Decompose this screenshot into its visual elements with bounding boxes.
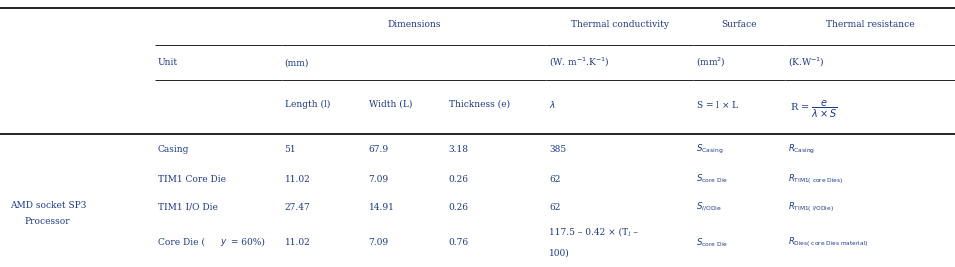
Text: Thermal conductivity: Thermal conductivity: [571, 19, 668, 29]
Text: 117.5 – 0.42 × (Tⱼ –: 117.5 – 0.42 × (Tⱼ –: [549, 228, 638, 237]
Text: 3.18: 3.18: [449, 145, 469, 154]
Text: Processor: Processor: [25, 217, 71, 226]
Text: Width (L): Width (L): [369, 100, 412, 109]
Text: 51: 51: [285, 145, 296, 154]
Text: = 60%): = 60%): [228, 238, 265, 247]
Text: (mm): (mm): [285, 58, 309, 67]
Text: 11.02: 11.02: [285, 175, 310, 183]
Text: Thermal resistance: Thermal resistance: [826, 19, 914, 29]
Text: (W. m$^{-1}$.K$^{-1}$): (W. m$^{-1}$.K$^{-1}$): [549, 56, 610, 69]
Text: 0.26: 0.26: [449, 203, 469, 211]
Text: S = l $\times$ L: S = l $\times$ L: [696, 99, 739, 110]
Text: 7.09: 7.09: [369, 175, 389, 183]
Text: Core Die (: Core Die (: [158, 238, 204, 247]
Text: $S_{\mathrm{core\ Die}}$: $S_{\mathrm{core\ Die}}$: [696, 173, 729, 185]
Text: (mm$^{2}$): (mm$^{2}$): [696, 56, 726, 69]
Text: Unit: Unit: [158, 58, 178, 67]
Text: 100): 100): [549, 248, 570, 257]
Text: $S_{\mathrm{Casing}}$: $S_{\mathrm{Casing}}$: [696, 143, 724, 156]
Text: (K.W$^{-1}$): (K.W$^{-1}$): [788, 56, 825, 69]
Text: $y$: $y$: [220, 237, 227, 248]
Text: 27.47: 27.47: [285, 203, 310, 211]
Text: Thickness (e): Thickness (e): [449, 100, 510, 109]
Text: 11.02: 11.02: [285, 238, 310, 247]
Text: TIM1 I/O Die: TIM1 I/O Die: [158, 203, 218, 211]
Text: Length (l): Length (l): [285, 100, 330, 109]
Text: $R_{\mathrm{TIM1(\ core\ Dies)}}$: $R_{\mathrm{TIM1(\ core\ Dies)}}$: [788, 172, 843, 186]
Text: 0.76: 0.76: [449, 238, 469, 247]
Text: 67.9: 67.9: [369, 145, 389, 154]
Text: 7.09: 7.09: [369, 238, 389, 247]
Text: R = $\dfrac{e}{\lambda \times S}$: R = $\dfrac{e}{\lambda \times S}$: [790, 99, 838, 120]
Text: $R_{\mathrm{Dies(\ core\ Dies\ material)}}$: $R_{\mathrm{Dies(\ core\ Dies\ material)…: [788, 235, 868, 249]
Text: Dimensions: Dimensions: [387, 19, 441, 29]
Text: $S_{\mathrm{core\ Die}}$: $S_{\mathrm{core\ Die}}$: [696, 236, 729, 249]
Text: TIM1 Core Die: TIM1 Core Die: [158, 175, 225, 183]
Text: $S_{I/\mathrm{ODie}}$: $S_{I/\mathrm{ODie}}$: [696, 201, 722, 213]
Text: $\lambda$: $\lambda$: [549, 99, 556, 110]
Text: $R_{\mathrm{Casing}}$: $R_{\mathrm{Casing}}$: [788, 143, 815, 156]
Text: Surface: Surface: [721, 19, 757, 29]
Text: 62: 62: [549, 175, 561, 183]
Text: 14.91: 14.91: [369, 203, 394, 211]
Text: 385: 385: [549, 145, 566, 154]
Text: AMD socket SP3: AMD socket SP3: [10, 201, 86, 210]
Text: 0.26: 0.26: [449, 175, 469, 183]
Text: $R_{\mathrm{TIM1(\ I/ODie)}}$: $R_{\mathrm{TIM1(\ I/ODie)}}$: [788, 200, 834, 214]
Text: 62: 62: [549, 203, 561, 211]
Text: Casing: Casing: [158, 145, 189, 154]
